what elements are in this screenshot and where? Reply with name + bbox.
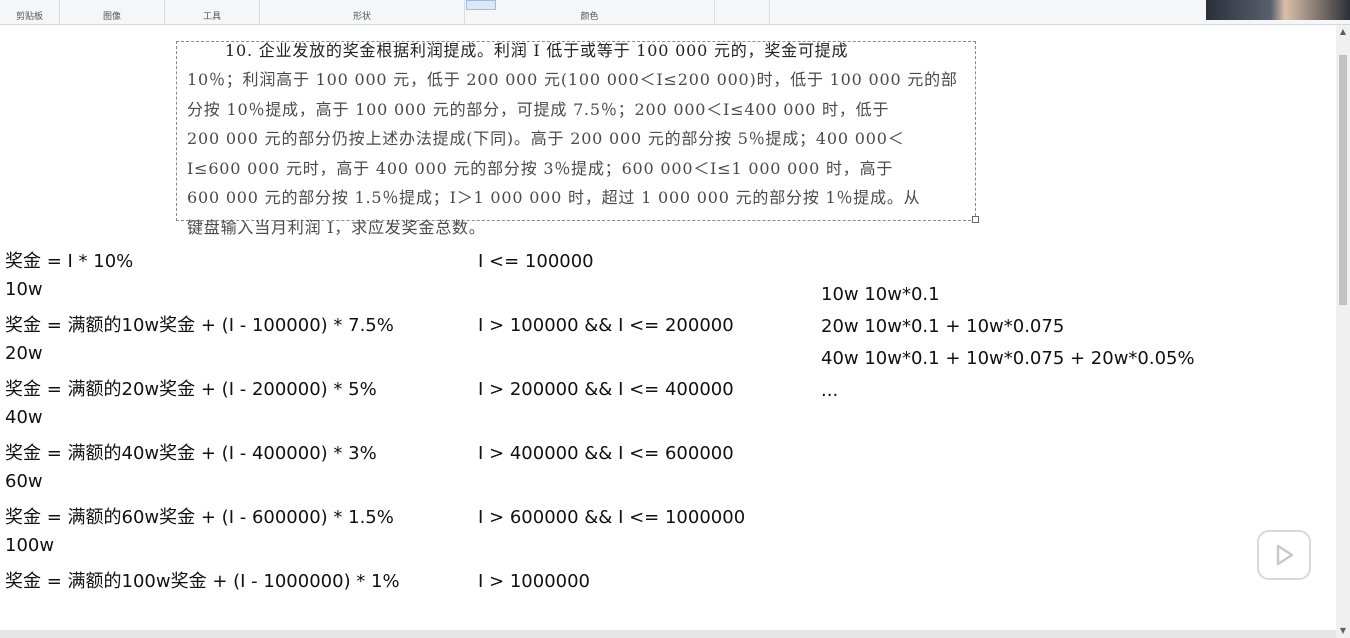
problem-line: 键盘输入当月利润 I，求应发奖金总数。: [187, 218, 486, 237]
problem-line: 200 000 元的部分仍按上述办法提成(下同)。高于 200 000 元的部分…: [187, 129, 905, 148]
problem-line: 10. 企业发放的奖金根据利润提成。利润 I 低于或等于 100 000 元的，…: [225, 41, 849, 60]
ribbon-group-label: 颜色: [580, 12, 599, 22]
horizontal-scrollbar[interactable]: [0, 630, 1336, 638]
ribbon-group-shapes[interactable]: 形状: [260, 0, 465, 24]
condition-line: I <= 100000: [478, 251, 594, 272]
threshold-label: 100w: [5, 535, 55, 556]
formula-line: 奖金 = 满额的100w奖金 + (I - 1000000) * 1%: [5, 571, 400, 592]
formula-line: 奖金 = 满额的60w奖金 + (I - 600000) * 1.5%: [5, 507, 394, 528]
condition-line: I > 600000 && I <= 1000000: [478, 507, 746, 528]
ribbon-toolbar: 剪贴板 图像 工具 形状 颜色: [0, 0, 1350, 25]
problem-line: 600 000 元的部分按 1.5％提成；I＞1 000 000 时，超过 1 …: [187, 188, 921, 207]
play-icon: [1276, 544, 1294, 566]
threshold-label: 40w: [5, 407, 43, 428]
condition-line: I > 200000 && I <= 400000: [478, 379, 734, 400]
problem-line: 分按 10％提成，高于 100 000 元的部分，可提成 7.5％；200 00…: [187, 100, 890, 119]
ribbon-group-label: 工具: [202, 12, 221, 22]
threshold-label: 10w: [5, 279, 43, 300]
play-button[interactable]: [1257, 530, 1311, 580]
condition-line: I > 400000 && I <= 600000: [478, 443, 734, 464]
formula-line: 奖金 = 满额的20w奖金 + (I - 200000) * 5%: [5, 379, 377, 400]
calc-line: 20w 10w*0.1 + 10w*0.075: [821, 316, 1065, 337]
calc-line: ...: [821, 380, 839, 401]
resize-handle[interactable]: [972, 216, 979, 223]
ribbon-group-label: 形状: [352, 12, 371, 22]
ribbon-group-tools[interactable]: 工具: [165, 0, 260, 24]
formula-line: 奖金 = 满额的40w奖金 + (I - 400000) * 3%: [5, 443, 377, 464]
drawing-canvas[interactable]: 10. 企业发放的奖金根据利润提成。利润 I 低于或等于 100 000 元的，…: [0, 25, 1336, 630]
ribbon-group-clipboard[interactable]: 剪贴板: [0, 0, 60, 24]
problem-line: I≤600 000 元时，高于 400 000 元的部分按 3％提成；600 0…: [187, 159, 894, 178]
ribbon-group-label: 剪贴板: [15, 12, 43, 22]
chevron-down-icon[interactable]: ▼: [1339, 626, 1347, 635]
ribbon-group-label: 图像: [102, 12, 121, 22]
formula-line: 奖金 = I * 10%: [5, 251, 134, 272]
pasted-problem-image[interactable]: 10. 企业发放的奖金根据利润提成。利润 I 低于或等于 100 000 元的，…: [176, 41, 979, 237]
ribbon-group-image[interactable]: 图像: [60, 0, 165, 24]
ribbon-group-colors[interactable]: 颜色: [465, 0, 715, 24]
calc-line: 10w 10w*0.1: [821, 284, 940, 305]
threshold-label: 60w: [5, 471, 43, 492]
threshold-label: 20w: [5, 343, 43, 364]
chevron-up-icon[interactable]: ▲: [1339, 27, 1347, 36]
problem-line: 10％；利润高于 100 000 元，低于 200 000 元(100 000＜…: [187, 70, 958, 89]
condition-line: I > 1000000: [478, 571, 590, 592]
condition-line: I > 100000 && I <= 200000: [478, 315, 734, 336]
vertical-scrollbar[interactable]: ▲ ▼: [1336, 25, 1350, 638]
scrollbar-thumb[interactable]: [1339, 55, 1347, 305]
formula-line: 奖金 = 满额的10w奖金 + (I - 100000) * 7.5%: [5, 315, 394, 336]
color-1-button[interactable]: [466, 0, 496, 10]
calc-line: 40w 10w*0.1 + 10w*0.075 + 20w*0.05%: [821, 348, 1195, 369]
ribbon-group-edit-colors[interactable]: [715, 0, 770, 24]
webcam-overlay: [1206, 0, 1350, 20]
